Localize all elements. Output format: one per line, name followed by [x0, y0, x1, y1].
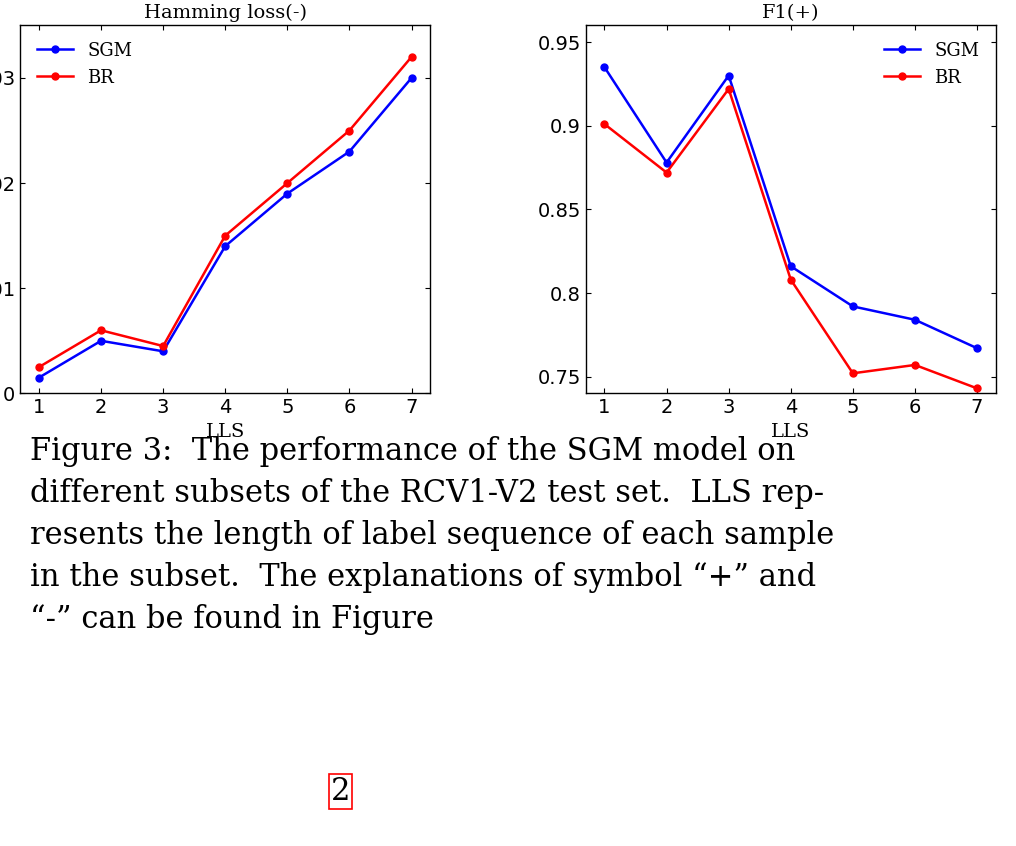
- Line: SGM: SGM: [36, 74, 415, 381]
- SGM: [598, 62, 611, 72]
- BR: [660, 168, 673, 178]
- BR: [405, 52, 418, 62]
- BR: [784, 275, 797, 285]
- BR: [846, 368, 859, 378]
- SGM: [405, 73, 418, 83]
- BR: [343, 125, 356, 135]
- BR: [33, 362, 45, 372]
- SGM: [219, 241, 232, 251]
- Title: Hamming loss(-): Hamming loss(-): [143, 4, 307, 23]
- SGM: [157, 346, 170, 356]
- X-axis label: LLS: LLS: [205, 423, 245, 441]
- BR: [722, 84, 735, 94]
- SGM: [94, 336, 107, 346]
- Line: SGM: SGM: [601, 63, 980, 352]
- SGM: [343, 146, 356, 157]
- Legend: SGM, BR: SGM, BR: [877, 35, 987, 94]
- X-axis label: LLS: LLS: [771, 423, 811, 441]
- SGM: [660, 157, 673, 168]
- BR: [94, 325, 107, 335]
- BR: [971, 383, 983, 393]
- Title: F1(+): F1(+): [762, 4, 820, 23]
- Line: BR: BR: [601, 85, 980, 392]
- SGM: [33, 372, 45, 382]
- Text: 2: 2: [330, 776, 350, 807]
- SGM: [784, 261, 797, 272]
- Text: Figure 3:  The performance of the SGM model on
different subsets of the RCV1-V2 : Figure 3: The performance of the SGM mod…: [30, 437, 834, 634]
- BR: [281, 178, 294, 188]
- SGM: [281, 189, 294, 199]
- SGM: [909, 315, 922, 325]
- BR: [909, 360, 922, 370]
- Line: BR: BR: [36, 53, 415, 371]
- BR: [219, 231, 232, 241]
- SGM: [722, 70, 735, 80]
- SGM: [846, 301, 859, 311]
- Legend: SGM, BR: SGM, BR: [29, 35, 139, 94]
- BR: [598, 119, 611, 129]
- BR: [157, 341, 170, 351]
- SGM: [971, 343, 983, 354]
